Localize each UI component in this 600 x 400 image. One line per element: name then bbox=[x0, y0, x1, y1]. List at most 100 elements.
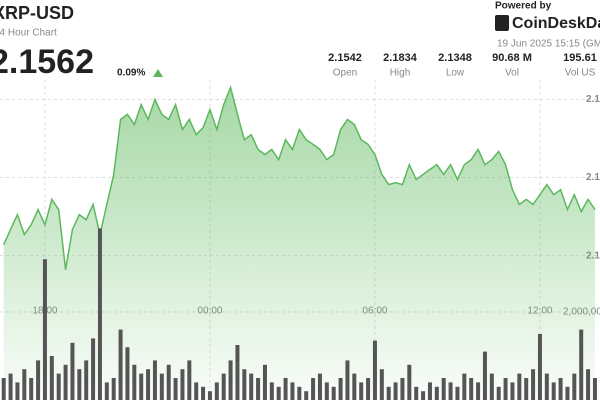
volume-bar bbox=[91, 338, 96, 400]
volume-bar bbox=[434, 386, 439, 400]
volume-bar bbox=[256, 378, 261, 400]
symbol: XRP-USD bbox=[0, 3, 74, 23]
volume-bar bbox=[586, 369, 591, 400]
plot-area: 2.142.162.182,000,00018:0000:0006:0012:0… bbox=[0, 80, 600, 400]
volume-bar bbox=[345, 360, 350, 400]
stat-value: 2.1542 bbox=[328, 52, 362, 64]
volume-bar bbox=[407, 364, 412, 400]
volume-bar bbox=[180, 369, 185, 400]
volume-bar bbox=[531, 369, 536, 400]
volume-bar bbox=[159, 373, 164, 400]
subtitle: 24 Hour Chart bbox=[0, 28, 57, 39]
volume-bar bbox=[146, 369, 151, 400]
volume-bar bbox=[139, 373, 144, 400]
volume-bar bbox=[1, 378, 6, 400]
volume-bar bbox=[228, 360, 233, 400]
volume-bar bbox=[441, 378, 446, 400]
volume-bar bbox=[290, 382, 295, 400]
volume-bar bbox=[56, 373, 61, 400]
volume-bar bbox=[324, 382, 329, 400]
volume-bar bbox=[510, 382, 515, 400]
price-area bbox=[3, 87, 595, 400]
volume-bar bbox=[489, 373, 494, 400]
timestamp: 19 Jun 2025 15:15 (GM bbox=[497, 39, 600, 50]
volume-bar bbox=[125, 347, 130, 400]
volume-bar bbox=[166, 364, 171, 400]
volume-bar bbox=[317, 373, 322, 400]
y-tick-label: 2.16 bbox=[586, 172, 600, 183]
volume-bar bbox=[352, 373, 357, 400]
volume-bar bbox=[297, 386, 302, 400]
brand: CoinDeskDat bbox=[512, 15, 600, 32]
volume-bar bbox=[118, 329, 123, 400]
volume-bar bbox=[111, 378, 116, 400]
volume-bar bbox=[49, 356, 54, 400]
volume-bar bbox=[592, 378, 597, 400]
volume-bar bbox=[482, 351, 487, 400]
price: 2.1562 bbox=[0, 43, 94, 81]
volume-bar bbox=[551, 382, 556, 400]
stat-label: Low bbox=[446, 68, 465, 79]
volume-bar bbox=[262, 364, 267, 400]
volume-bar bbox=[97, 228, 102, 400]
volume-bar bbox=[311, 378, 316, 400]
volume-bar bbox=[242, 369, 247, 400]
volume-bar bbox=[414, 386, 419, 400]
volume-bar bbox=[517, 373, 522, 400]
volume-bar bbox=[276, 386, 281, 400]
volume-bar bbox=[524, 378, 529, 400]
stat-label: High bbox=[390, 68, 411, 79]
volume-bar bbox=[104, 382, 109, 400]
volume-bar bbox=[8, 373, 13, 400]
volume-bar bbox=[36, 360, 41, 400]
volume-bar bbox=[448, 382, 453, 400]
volume-bar bbox=[187, 360, 192, 400]
volume-bar bbox=[201, 386, 206, 400]
volume-bar bbox=[496, 386, 501, 400]
volume-bar bbox=[476, 382, 481, 400]
volume-bar bbox=[558, 378, 563, 400]
volume-bar bbox=[372, 340, 377, 400]
volume-bar bbox=[462, 373, 467, 400]
volume-bar bbox=[77, 369, 82, 400]
volume-bar bbox=[214, 382, 219, 400]
volume-bar bbox=[235, 345, 240, 400]
volume-bar bbox=[421, 391, 426, 400]
volume-bar bbox=[393, 382, 398, 400]
volume-bar bbox=[132, 364, 137, 400]
volume-bar bbox=[207, 391, 212, 400]
volume-bar bbox=[194, 382, 199, 400]
volume-bar bbox=[22, 369, 27, 400]
price-line bbox=[3, 84, 596, 270]
change: 0.09% bbox=[117, 68, 145, 79]
volume-bar bbox=[29, 378, 34, 400]
stat-label: Vol US bbox=[565, 68, 596, 79]
volume-bar bbox=[572, 373, 577, 400]
volume-bar bbox=[283, 378, 288, 400]
volume-bar bbox=[173, 378, 178, 400]
volume-bar bbox=[42, 259, 47, 400]
stat-label: Vol bbox=[505, 68, 519, 79]
volume-bar bbox=[400, 378, 405, 400]
volume-bar bbox=[544, 373, 549, 400]
volume-bar bbox=[427, 382, 432, 400]
up-arrow bbox=[153, 69, 163, 77]
volume-bar bbox=[379, 369, 384, 400]
volume-bar bbox=[455, 386, 460, 400]
stat-value: 195.61 bbox=[563, 52, 597, 64]
volume-bar bbox=[537, 334, 542, 400]
brand-logo bbox=[495, 15, 509, 31]
volume-bar bbox=[15, 382, 20, 400]
powered-by: Powered by bbox=[495, 1, 552, 12]
volume-bar bbox=[63, 364, 68, 400]
volume-bar bbox=[366, 378, 371, 400]
volume-bar bbox=[331, 386, 336, 400]
volume-bar bbox=[579, 329, 584, 400]
volume-bar bbox=[304, 391, 309, 400]
volume-bar bbox=[503, 378, 508, 400]
volume-bar bbox=[565, 386, 570, 400]
volume-bar bbox=[469, 378, 474, 400]
stat-value: 2.1834 bbox=[383, 52, 418, 64]
